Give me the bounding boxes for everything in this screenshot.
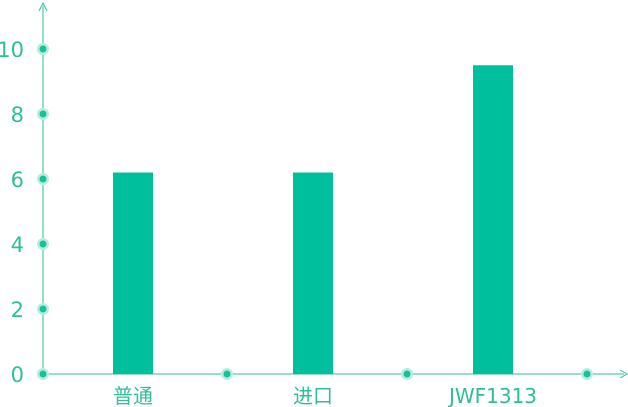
- x-tick-label: 普通: [113, 384, 153, 407]
- x-tick-dot: [403, 370, 411, 378]
- x-tick-dot: [223, 370, 231, 378]
- tick-dots: [37, 43, 593, 380]
- y-tick-label: 10: [0, 38, 24, 62]
- x-tick-label: 进口: [293, 384, 333, 407]
- y-tick-dot: [39, 240, 47, 248]
- y-tick-dot: [39, 175, 47, 183]
- bar-2: [473, 65, 513, 374]
- y-axis-arrow: [38, 1, 48, 12]
- y-tick-dot: [39, 370, 47, 378]
- tick-labels: 普通 进口 JWF1313 0 2 4 6 8 10: [0, 38, 537, 407]
- y-tick-label: 2: [11, 298, 24, 322]
- y-tick-dot: [39, 45, 47, 53]
- y-tick-label: 6: [11, 168, 24, 192]
- bars: [113, 65, 513, 374]
- y-tick-dot: [39, 305, 47, 313]
- y-tick-dot: [39, 110, 47, 118]
- y-tick-label: 4: [11, 233, 24, 257]
- x-tick-dot: [583, 370, 591, 378]
- y-tick-label: 8: [11, 103, 24, 127]
- y-tick-label: 0: [11, 363, 24, 387]
- x-tick-label: JWF1313: [447, 384, 537, 407]
- x-axis-arrow: [619, 369, 628, 379]
- bar-0: [113, 172, 153, 374]
- bar-1: [293, 172, 333, 374]
